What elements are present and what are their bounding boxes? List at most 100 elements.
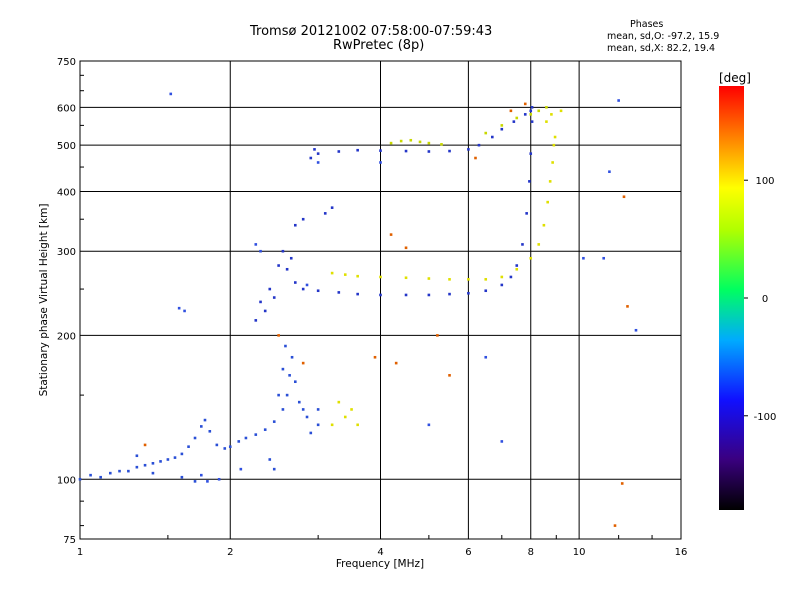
data-point: [99, 475, 102, 479]
data-point: [427, 277, 431, 280]
data-point: [316, 289, 320, 293]
data-point: [180, 475, 184, 479]
colorbar-tick-label: 0: [762, 294, 768, 305]
data-point: [305, 283, 309, 287]
data-point: [281, 249, 285, 253]
y-tick-label: 500: [57, 141, 76, 152]
data-point: [500, 283, 504, 287]
data-point: [118, 469, 121, 473]
data-point: [108, 471, 112, 475]
data-point: [427, 293, 431, 297]
data-point: [537, 243, 541, 246]
data-point: [448, 149, 451, 153]
data-point: [537, 109, 541, 113]
data-point: [545, 120, 548, 123]
data-point: [301, 361, 305, 365]
data-point: [546, 200, 549, 204]
x-axis-ticks: 1 2 4 6 8 10 16: [77, 535, 688, 558]
data-point: [237, 440, 241, 443]
data-point: [343, 273, 347, 276]
data-point: [523, 102, 527, 106]
x-tick-label: 4: [377, 547, 383, 558]
data-point: [343, 415, 347, 419]
data-point: [285, 267, 289, 271]
data-point: [215, 443, 219, 447]
data-point: [301, 408, 305, 411]
data-point: [127, 469, 130, 473]
data-point: [135, 454, 139, 458]
data-point: [159, 460, 162, 463]
data-point: [316, 408, 320, 411]
data-point: [330, 271, 334, 275]
data-point: [409, 138, 413, 142]
data-point: [551, 161, 554, 164]
data-point: [285, 393, 289, 397]
data-point: [228, 445, 232, 448]
data-point: [263, 428, 267, 431]
data-point: [509, 109, 513, 113]
data-point: [309, 156, 313, 160]
data-point: [330, 206, 334, 209]
data-point: [272, 420, 276, 423]
y-tick-label: 750: [57, 57, 76, 68]
data-point: [180, 452, 184, 456]
data-point: [530, 120, 534, 123]
data-point: [294, 380, 297, 384]
data-point: [399, 139, 403, 143]
data-point: [223, 447, 227, 450]
data-point: [394, 361, 398, 365]
data-point: [545, 106, 548, 109]
data-point: [135, 465, 139, 469]
data-point: [515, 267, 519, 271]
x-tick-label: 8: [528, 547, 534, 558]
data-point: [187, 445, 190, 448]
data-point: [200, 425, 203, 428]
x-tick-label: 16: [675, 547, 688, 558]
data-point: [379, 161, 382, 164]
data-point: [491, 135, 494, 139]
data-point: [379, 293, 382, 297]
data-point: [509, 275, 513, 279]
y-tick-label: 400: [57, 187, 76, 198]
chart-title: Tromsø 20121002 07:58:00-07:59:43: [250, 24, 493, 39]
data-point: [500, 275, 504, 279]
data-point: [602, 256, 605, 260]
colorbar-tick-label: 100: [755, 176, 774, 187]
data-point: [373, 355, 377, 359]
data-point: [305, 415, 309, 419]
data-point: [281, 408, 285, 411]
data-point: [301, 287, 305, 291]
data-point: [254, 433, 258, 436]
data-point: [515, 264, 519, 267]
data-point: [289, 256, 293, 260]
data-point: [500, 124, 504, 127]
data-point: [281, 367, 285, 371]
data-points: [78, 92, 638, 527]
data-point: [427, 150, 431, 153]
data-point: [166, 458, 170, 461]
y-tick-label: 600: [57, 103, 76, 114]
data-point: [208, 430, 212, 433]
y-axis-label: Stationary phase Virtual Height [km]: [38, 204, 50, 397]
data-point: [337, 400, 341, 404]
data-point: [622, 195, 626, 199]
data-point: [277, 264, 280, 267]
data-point: [277, 334, 280, 337]
x-tick-label: 2: [227, 547, 233, 558]
data-point: [268, 458, 272, 461]
data-point: [512, 120, 516, 123]
data-point: [272, 467, 276, 471]
data-point: [143, 443, 147, 447]
x-tick-label: 6: [465, 547, 471, 558]
data-point: [151, 471, 155, 475]
data-point: [500, 127, 504, 131]
data-point: [617, 99, 620, 102]
data-point: [177, 306, 181, 310]
data-point: [582, 256, 585, 260]
y-tick-label: 100: [57, 475, 76, 486]
data-point: [418, 140, 422, 144]
data-point: [525, 212, 528, 215]
data-point: [379, 149, 382, 152]
data-point: [484, 131, 488, 135]
